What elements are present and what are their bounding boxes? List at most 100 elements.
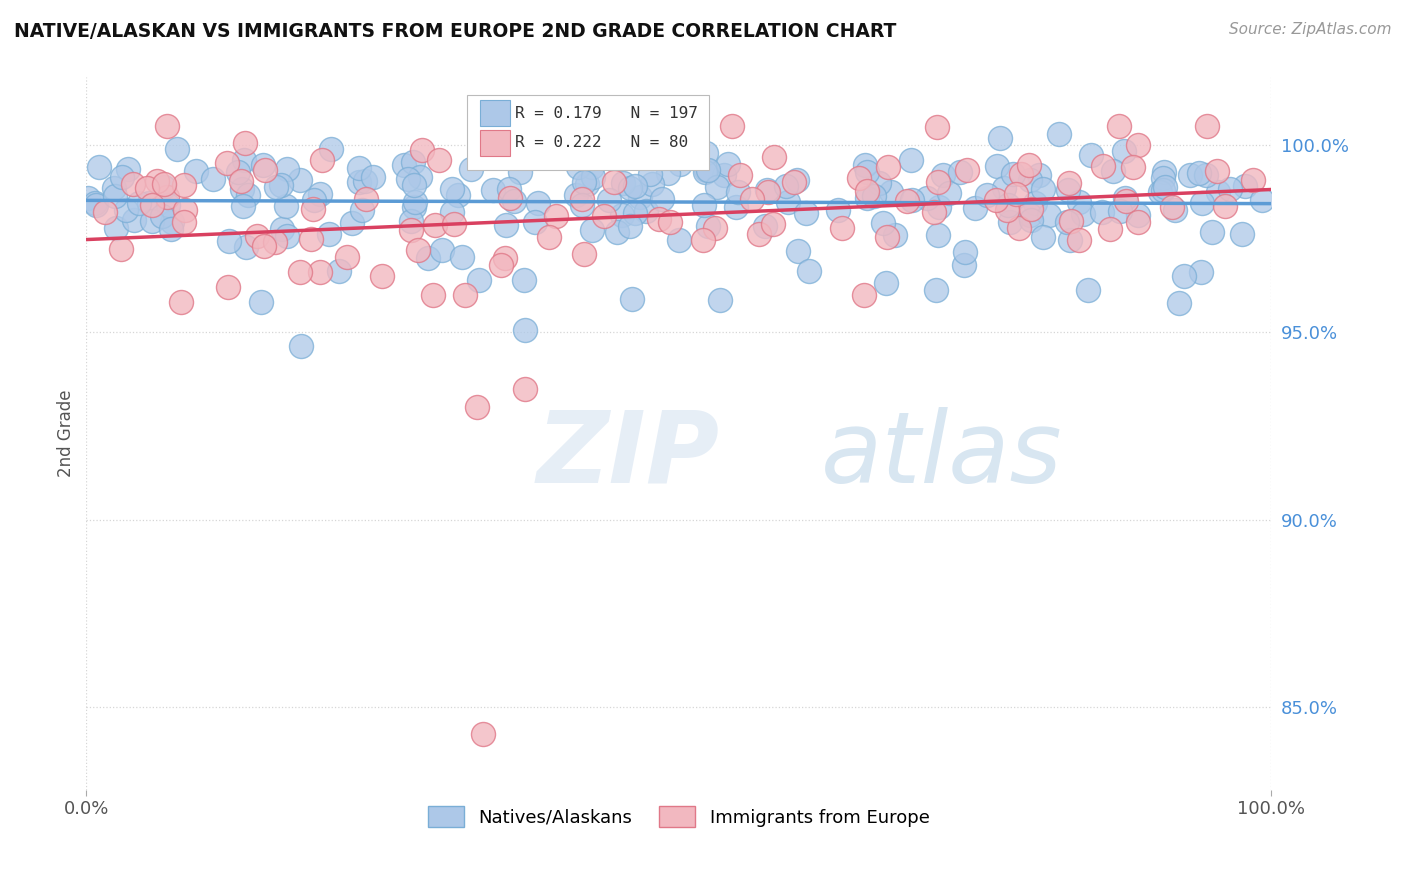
Point (422, 288, 444, 302)
Point (288, 173, 311, 187)
Point (1153, 183, 1175, 197)
Point (581, 223, 603, 237)
Point (669, 157, 692, 171)
Point (1188, 166, 1211, 180)
Point (659, 215, 682, 229)
Point (741, 193, 763, 207)
Point (1069, 234, 1091, 248)
Point (775, 178, 797, 193)
Point (146, 173, 169, 187)
Point (416, 251, 439, 265)
Point (756, 183, 779, 197)
Legend: Natives/Alaskans, Immigrants from Europe: Natives/Alaskans, Immigrants from Europe (420, 799, 936, 834)
Point (997, 198, 1019, 212)
Point (1126, 208, 1149, 222)
Point (1098, 222, 1121, 236)
Point (582, 169, 605, 184)
Point (516, 122, 538, 136)
Point (402, 200, 425, 214)
Point (697, 162, 720, 177)
Point (657, 166, 679, 180)
Point (915, 192, 938, 206)
Point (567, 160, 589, 174)
Point (509, 165, 531, 179)
Point (717, 157, 740, 171)
Point (1115, 194, 1137, 209)
Point (993, 180, 1015, 194)
Point (1234, 179, 1257, 194)
Point (827, 203, 849, 218)
Point (425, 218, 447, 232)
Point (606, 225, 628, 239)
Point (1153, 165, 1175, 179)
Point (1109, 203, 1132, 218)
Point (1019, 208, 1042, 222)
Point (150, 210, 173, 224)
Point (354, 173, 377, 187)
Point (1189, 264, 1212, 278)
Point (986, 193, 1008, 207)
Point (523, 215, 546, 229)
Point (402, 155, 425, 169)
Point (513, 323, 536, 337)
Point (304, 194, 326, 208)
Point (848, 171, 870, 186)
Point (299, 232, 322, 246)
Point (593, 209, 616, 223)
Point (495, 218, 517, 232)
Point (1154, 179, 1177, 194)
Point (1164, 203, 1187, 218)
Point (447, 187, 470, 202)
Point (1128, 215, 1150, 229)
Point (174, 202, 197, 217)
Point (1251, 193, 1274, 207)
Point (1152, 170, 1174, 185)
Point (1008, 220, 1031, 235)
Point (537, 230, 560, 244)
Point (468, 273, 491, 287)
Text: atlas: atlas (821, 407, 1063, 504)
Point (498, 182, 520, 196)
Point (927, 228, 949, 243)
Point (853, 158, 876, 172)
Point (669, 133, 692, 147)
Point (786, 244, 808, 259)
FancyBboxPatch shape (479, 100, 510, 126)
Point (619, 180, 641, 194)
Point (226, 165, 249, 179)
Point (235, 240, 257, 254)
Point (668, 233, 690, 247)
Point (136, 181, 159, 195)
Point (884, 227, 907, 242)
Point (938, 186, 960, 201)
Point (1208, 185, 1230, 199)
Point (1077, 283, 1099, 297)
Point (1201, 225, 1223, 239)
Point (831, 221, 853, 235)
Point (1019, 213, 1042, 227)
Point (153, 177, 176, 191)
Point (253, 239, 276, 253)
Point (965, 201, 987, 215)
Point (513, 382, 536, 396)
Point (1195, 119, 1218, 133)
Point (648, 212, 671, 227)
Point (727, 185, 749, 199)
Point (302, 202, 325, 216)
Point (953, 258, 976, 272)
Point (104, 221, 127, 235)
Point (1191, 195, 1213, 210)
Point (856, 185, 879, 199)
Point (567, 140, 589, 154)
Point (630, 190, 652, 204)
Point (233, 153, 256, 167)
Point (1038, 208, 1060, 222)
Point (1059, 233, 1081, 247)
Point (1091, 205, 1114, 219)
Point (610, 208, 633, 222)
Point (84, 198, 107, 212)
Text: R = 0.179   N = 197: R = 0.179 N = 197 (515, 105, 697, 120)
Point (754, 219, 776, 233)
Point (619, 219, 641, 234)
Point (402, 178, 425, 192)
